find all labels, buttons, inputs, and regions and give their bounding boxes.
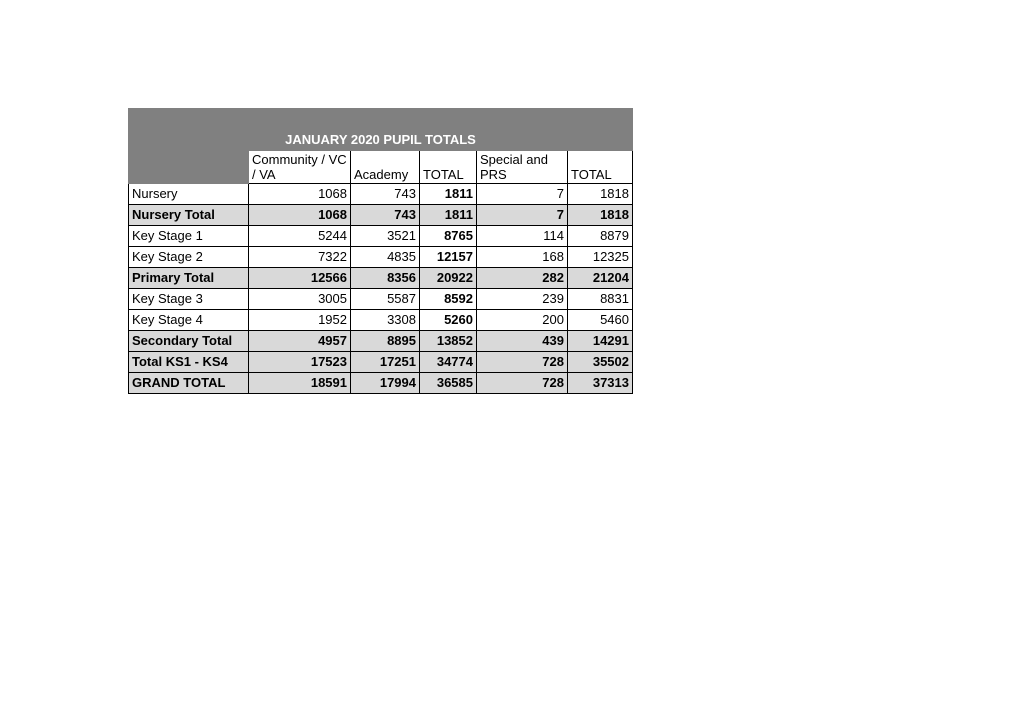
cell-s: 200 bbox=[477, 310, 568, 331]
row-label: GRAND TOTAL bbox=[129, 373, 249, 394]
cell-t2: 21204 bbox=[568, 268, 633, 289]
cell-t1: 13852 bbox=[420, 331, 477, 352]
cell-t1: 8765 bbox=[420, 226, 477, 247]
cell-s: 7 bbox=[477, 205, 568, 226]
band-cell bbox=[249, 109, 351, 130]
row-label: Key Stage 2 bbox=[129, 247, 249, 268]
header-blank bbox=[129, 151, 249, 184]
header-academy: Academy bbox=[351, 151, 420, 184]
table-title: JANUARY 2020 PUPIL TOTALS bbox=[129, 130, 633, 151]
band-cell bbox=[351, 109, 420, 130]
row-label: Key Stage 4 bbox=[129, 310, 249, 331]
table-row: Key Stage 41952330852602005460 bbox=[129, 310, 633, 331]
cell-a: 17251 bbox=[351, 352, 420, 373]
table-row: Nursery1068743181171818 bbox=[129, 184, 633, 205]
cell-s: 7 bbox=[477, 184, 568, 205]
cell-t2: 1818 bbox=[568, 205, 633, 226]
band-cell bbox=[129, 109, 249, 130]
cell-c: 1068 bbox=[249, 184, 351, 205]
cell-c: 12566 bbox=[249, 268, 351, 289]
cell-c: 18591 bbox=[249, 373, 351, 394]
header-row: Community / VC / VA Academy TOTAL Specia… bbox=[129, 151, 633, 184]
row-label: Total KS1 - KS4 bbox=[129, 352, 249, 373]
cell-a: 743 bbox=[351, 184, 420, 205]
table-row: Nursery Total1068743181171818 bbox=[129, 205, 633, 226]
cell-t2: 37313 bbox=[568, 373, 633, 394]
cell-t1: 34774 bbox=[420, 352, 477, 373]
table-row: GRAND TOTAL18591179943658572837313 bbox=[129, 373, 633, 394]
header-total2: TOTAL bbox=[568, 151, 633, 184]
cell-c: 1068 bbox=[249, 205, 351, 226]
cell-c: 5244 bbox=[249, 226, 351, 247]
cell-c: 3005 bbox=[249, 289, 351, 310]
table-row: Key Stage 2732248351215716812325 bbox=[129, 247, 633, 268]
cell-t1: 36585 bbox=[420, 373, 477, 394]
cell-t1: 1811 bbox=[420, 184, 477, 205]
cell-a: 3521 bbox=[351, 226, 420, 247]
cell-c: 7322 bbox=[249, 247, 351, 268]
cell-a: 3308 bbox=[351, 310, 420, 331]
cell-t1: 5260 bbox=[420, 310, 477, 331]
cell-a: 5587 bbox=[351, 289, 420, 310]
cell-c: 4957 bbox=[249, 331, 351, 352]
row-label: Key Stage 3 bbox=[129, 289, 249, 310]
row-label: Primary Total bbox=[129, 268, 249, 289]
cell-s: 728 bbox=[477, 373, 568, 394]
cell-s: 168 bbox=[477, 247, 568, 268]
cell-s: 239 bbox=[477, 289, 568, 310]
cell-t2: 5460 bbox=[568, 310, 633, 331]
band-cell bbox=[568, 109, 633, 130]
cell-t1: 8592 bbox=[420, 289, 477, 310]
cell-c: 17523 bbox=[249, 352, 351, 373]
band-cell bbox=[477, 109, 568, 130]
cell-a: 17994 bbox=[351, 373, 420, 394]
title-row: JANUARY 2020 PUPIL TOTALS bbox=[129, 130, 633, 151]
cell-a: 8356 bbox=[351, 268, 420, 289]
cell-s: 282 bbox=[477, 268, 568, 289]
table-row: Secondary Total495788951385243914291 bbox=[129, 331, 633, 352]
cell-a: 8895 bbox=[351, 331, 420, 352]
cell-t2: 14291 bbox=[568, 331, 633, 352]
cell-t2: 8879 bbox=[568, 226, 633, 247]
cell-t1: 12157 bbox=[420, 247, 477, 268]
cell-t1: 20922 bbox=[420, 268, 477, 289]
table-row: Primary Total1256683562092228221204 bbox=[129, 268, 633, 289]
table-body: Nursery1068743181171818Nursery Total1068… bbox=[129, 184, 633, 394]
row-label: Key Stage 1 bbox=[129, 226, 249, 247]
cell-t2: 12325 bbox=[568, 247, 633, 268]
header-total1: TOTAL bbox=[420, 151, 477, 184]
cell-s: 728 bbox=[477, 352, 568, 373]
table-row: Key Stage 15244352187651148879 bbox=[129, 226, 633, 247]
pupil-totals-table-container: JANUARY 2020 PUPIL TOTALS Community / VC… bbox=[128, 108, 633, 394]
cell-t2: 35502 bbox=[568, 352, 633, 373]
cell-t2: 1818 bbox=[568, 184, 633, 205]
top-band-row bbox=[129, 109, 633, 130]
pupil-totals-table: JANUARY 2020 PUPIL TOTALS Community / VC… bbox=[128, 108, 633, 394]
row-label: Secondary Total bbox=[129, 331, 249, 352]
cell-a: 4835 bbox=[351, 247, 420, 268]
cell-s: 114 bbox=[477, 226, 568, 247]
row-label: Nursery bbox=[129, 184, 249, 205]
cell-c: 1952 bbox=[249, 310, 351, 331]
cell-t2: 8831 bbox=[568, 289, 633, 310]
band-cell bbox=[420, 109, 477, 130]
cell-a: 743 bbox=[351, 205, 420, 226]
table-row: Key Stage 33005558785922398831 bbox=[129, 289, 633, 310]
row-label: Nursery Total bbox=[129, 205, 249, 226]
header-community: Community / VC / VA bbox=[249, 151, 351, 184]
table-row: Total KS1 - KS417523172513477472835502 bbox=[129, 352, 633, 373]
cell-t1: 1811 bbox=[420, 205, 477, 226]
header-special: Special and PRS bbox=[477, 151, 568, 184]
cell-s: 439 bbox=[477, 331, 568, 352]
